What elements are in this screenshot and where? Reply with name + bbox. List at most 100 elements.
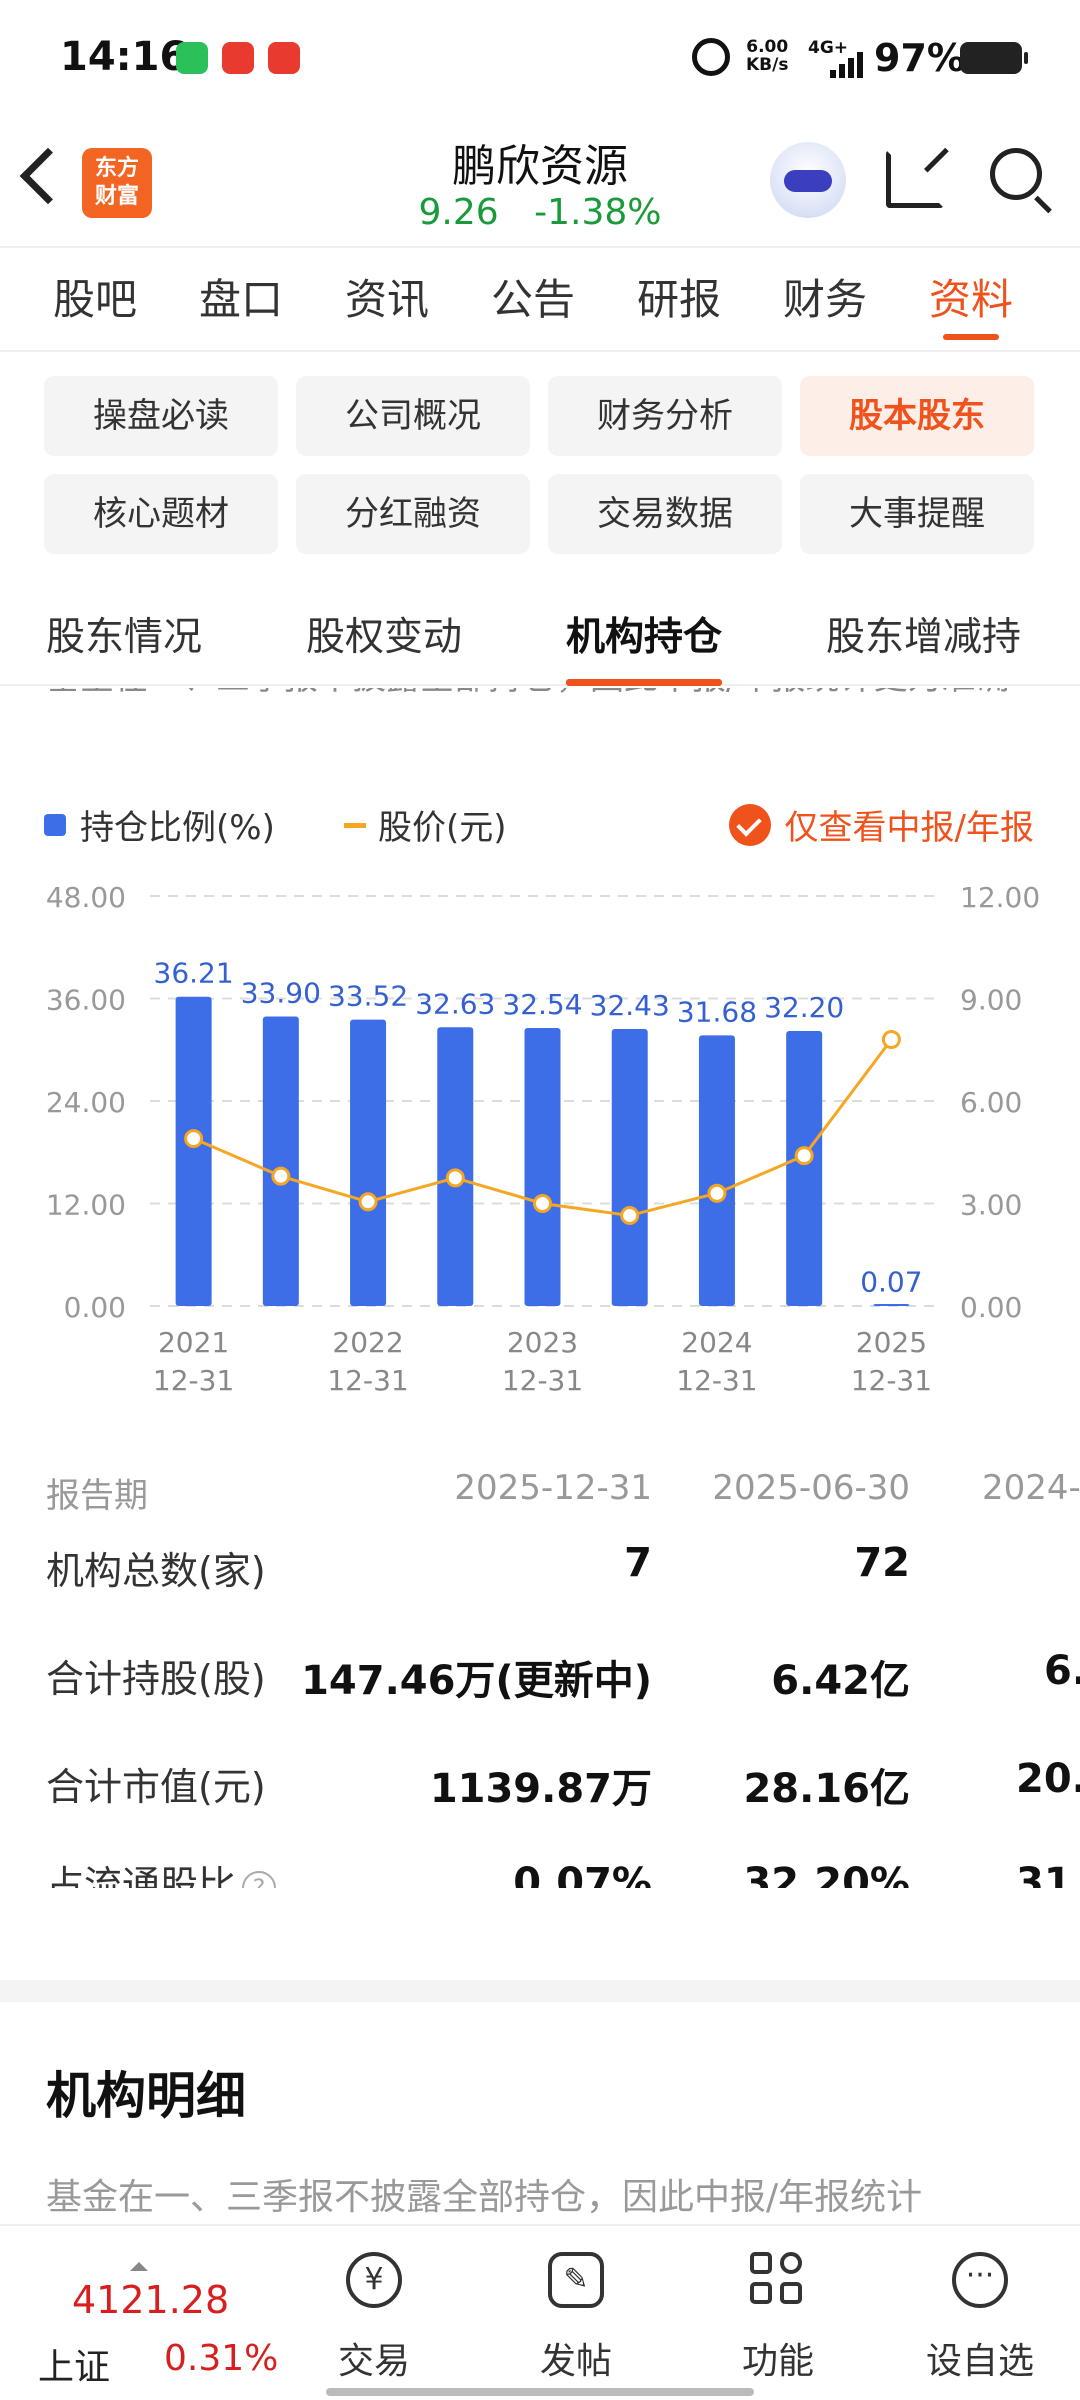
table-period-3: 2024-: [982, 1468, 1080, 1508]
tab-guba[interactable]: 股吧: [52, 275, 137, 324]
table-row-label: 机构总数(家): [46, 1549, 266, 1593]
sub-btn-company-overview[interactable]: 公司概况: [296, 376, 530, 456]
x-tick-year: 2025: [856, 1326, 927, 1359]
y-left-tick-label: 48.00: [46, 881, 126, 914]
stock-header: 东方 财富 鹏欣资源 9.26 -1.38%: [0, 118, 1080, 248]
tab-institutional-holdings[interactable]: 机构持仓: [566, 590, 723, 686]
disclosure-note: 基金在一、三季报不披露全部持仓，因此中报/年报统计更为准确: [46, 688, 1036, 704]
table-cell: 0.07%: [513, 1860, 652, 1888]
alarm-icon: [692, 38, 730, 76]
x-tick-date: 12-31: [502, 1364, 583, 1397]
chart-bar: [262, 1016, 299, 1306]
chart-bar: [175, 996, 212, 1306]
logo-text-2: 财富: [94, 184, 139, 209]
y-left-tick-label: 24.00: [46, 1086, 126, 1119]
index-change: 0.31%: [164, 2338, 279, 2379]
table-period-1: 2025-12-31: [454, 1468, 652, 1508]
help-icon[interactable]: ?: [242, 1870, 277, 1888]
toutiao-notification-icon: [222, 42, 254, 74]
toggle-label[interactable]: 仅查看中报/年报: [784, 808, 1034, 848]
tab-shareholder-status[interactable]: 股东情况: [46, 615, 203, 660]
section-note: 基金在一、三季报不披露全部持仓，因此中报/年报统计: [46, 2177, 923, 2218]
tab-pankou[interactable]: 盘口: [198, 275, 283, 324]
chart-bar: [698, 1035, 735, 1306]
y-left-tick-label: 36.00: [46, 984, 126, 1017]
x-tick-date: 12-31: [327, 1364, 408, 1397]
x-tick-year: 2022: [332, 1326, 403, 1359]
bar-data-label: 32.63: [415, 987, 495, 1020]
status-bar: 14:16 6.00 KB/s 4G+ 97%: [0, 0, 1080, 118]
checked-circle-icon[interactable]: [728, 804, 771, 846]
home-indicator[interactable]: [326, 2388, 754, 2396]
nav-label: 功能: [741, 2341, 814, 2382]
nav-add-watchlist[interactable]: ··· 设自选: [910, 2238, 1050, 2388]
table-period-2: 2025-06-30: [712, 1468, 910, 1508]
table-cell: 72: [854, 1540, 910, 1586]
search-icon[interactable]: [990, 148, 1042, 200]
index-ticker[interactable]: 4121.28 上证 0.31%: [38, 2254, 278, 2388]
toutiao-notification-icon-2: [268, 42, 300, 74]
report-only-toggle[interactable]: 仅查看中报/年报: [728, 800, 1034, 849]
x-tick-date: 12-31: [153, 1364, 234, 1397]
main-tabs: 股吧 盘口 资讯 公告 研报 财务 资料: [0, 248, 1080, 352]
nav-label: 发帖: [539, 2341, 612, 2382]
y-right-tick-label: 9.00: [960, 984, 1022, 1017]
table-cell: 20.: [1016, 1756, 1080, 1802]
wechat-notification-icon: [176, 42, 208, 74]
tab-finance[interactable]: 财务: [782, 275, 867, 324]
network-type: 4G+: [808, 38, 849, 58]
index-value: 4121.28: [72, 2278, 230, 2322]
content-scroll[interactable]: 基金在一、三季报不披露全部持仓，因此中报/年报统计更为准确 持仓比例(%) 股价…: [0, 688, 1080, 2224]
bar-data-label: 32.43: [590, 989, 670, 1022]
tab-announcements[interactable]: 公告: [490, 275, 575, 324]
price-point: [707, 1183, 727, 1203]
sub-btn-must-read[interactable]: 操盘必读: [44, 376, 278, 456]
sub-btn-core-themes[interactable]: 核心题材: [44, 474, 278, 554]
bar-data-label: 32.20: [764, 991, 844, 1024]
share-icon[interactable]: [886, 150, 944, 208]
price-point: [184, 1129, 204, 1149]
net-speed-value: 6.00: [746, 37, 789, 57]
sub-btn-financial-analysis[interactable]: 财务分析: [548, 376, 782, 456]
chart-bar: [524, 1028, 561, 1306]
price-point: [271, 1166, 291, 1186]
sub-btn-trading-data[interactable]: 交易数据: [548, 474, 782, 554]
price-point: [533, 1194, 552, 1213]
bar-data-label: 36.21: [154, 957, 234, 990]
x-tick-year: 2023: [507, 1326, 578, 1359]
section-divider: [0, 1980, 1080, 2002]
table-cell: 28.16亿: [743, 1766, 910, 1812]
nav-post[interactable]: ✎ 发帖: [506, 2238, 646, 2388]
legend-bar-swatch: [44, 814, 66, 836]
sub-btn-shareholders[interactable]: 股本股东: [800, 376, 1034, 456]
stock-quote: 9.26 -1.38%: [0, 192, 1080, 233]
sub-btn-dividends[interactable]: 分红融资: [296, 474, 530, 554]
battery-percent: 97%: [874, 36, 965, 80]
tab-research[interactable]: 研报: [636, 275, 721, 324]
tab-news[interactable]: 资讯: [344, 275, 429, 324]
bar-data-label: 0.07: [860, 1265, 922, 1298]
bar-data-label: 31.68: [677, 995, 757, 1028]
chart-legend: 持仓比例(%) 股价(元) 仅查看中报/年报: [44, 800, 1044, 850]
nav-trade[interactable]: ¥ 交易: [304, 2238, 444, 2388]
apps-grid-icon: [750, 2252, 806, 2308]
app-logo[interactable]: 东方 财富: [82, 148, 152, 218]
holdings-table[interactable]: 报告期 2025-12-31 2025-06-30 2024- 机构总数(家) …: [0, 1458, 1080, 1888]
table-row-label: 占流通股比: [46, 1863, 237, 1888]
bar-data-label: 33.52: [328, 980, 408, 1013]
nav-label: 交易: [337, 2341, 410, 2382]
bar-data-label: 32.54: [502, 988, 582, 1021]
legend-bar-label: 持仓比例(%): [80, 808, 275, 848]
table-row-label: 合计持股(股): [46, 1657, 266, 1701]
price-point: [445, 1168, 465, 1188]
table-cell: 31.: [1016, 1860, 1080, 1888]
section-title: 机构明细: [46, 2067, 246, 2125]
ai-assistant-icon[interactable]: [770, 142, 846, 218]
nav-functions[interactable]: 功能: [708, 2238, 848, 2388]
stock-change-pct: -1.38%: [534, 192, 662, 233]
tab-holding-changes[interactable]: 股东增减持: [826, 615, 1022, 660]
sub-btn-event-reminders[interactable]: 大事提醒: [800, 474, 1034, 554]
tab-profile[interactable]: 资料: [898, 248, 1044, 350]
tab-equity-changes[interactable]: 股权变动: [306, 615, 463, 660]
table-cell: 6.42亿: [771, 1658, 910, 1704]
